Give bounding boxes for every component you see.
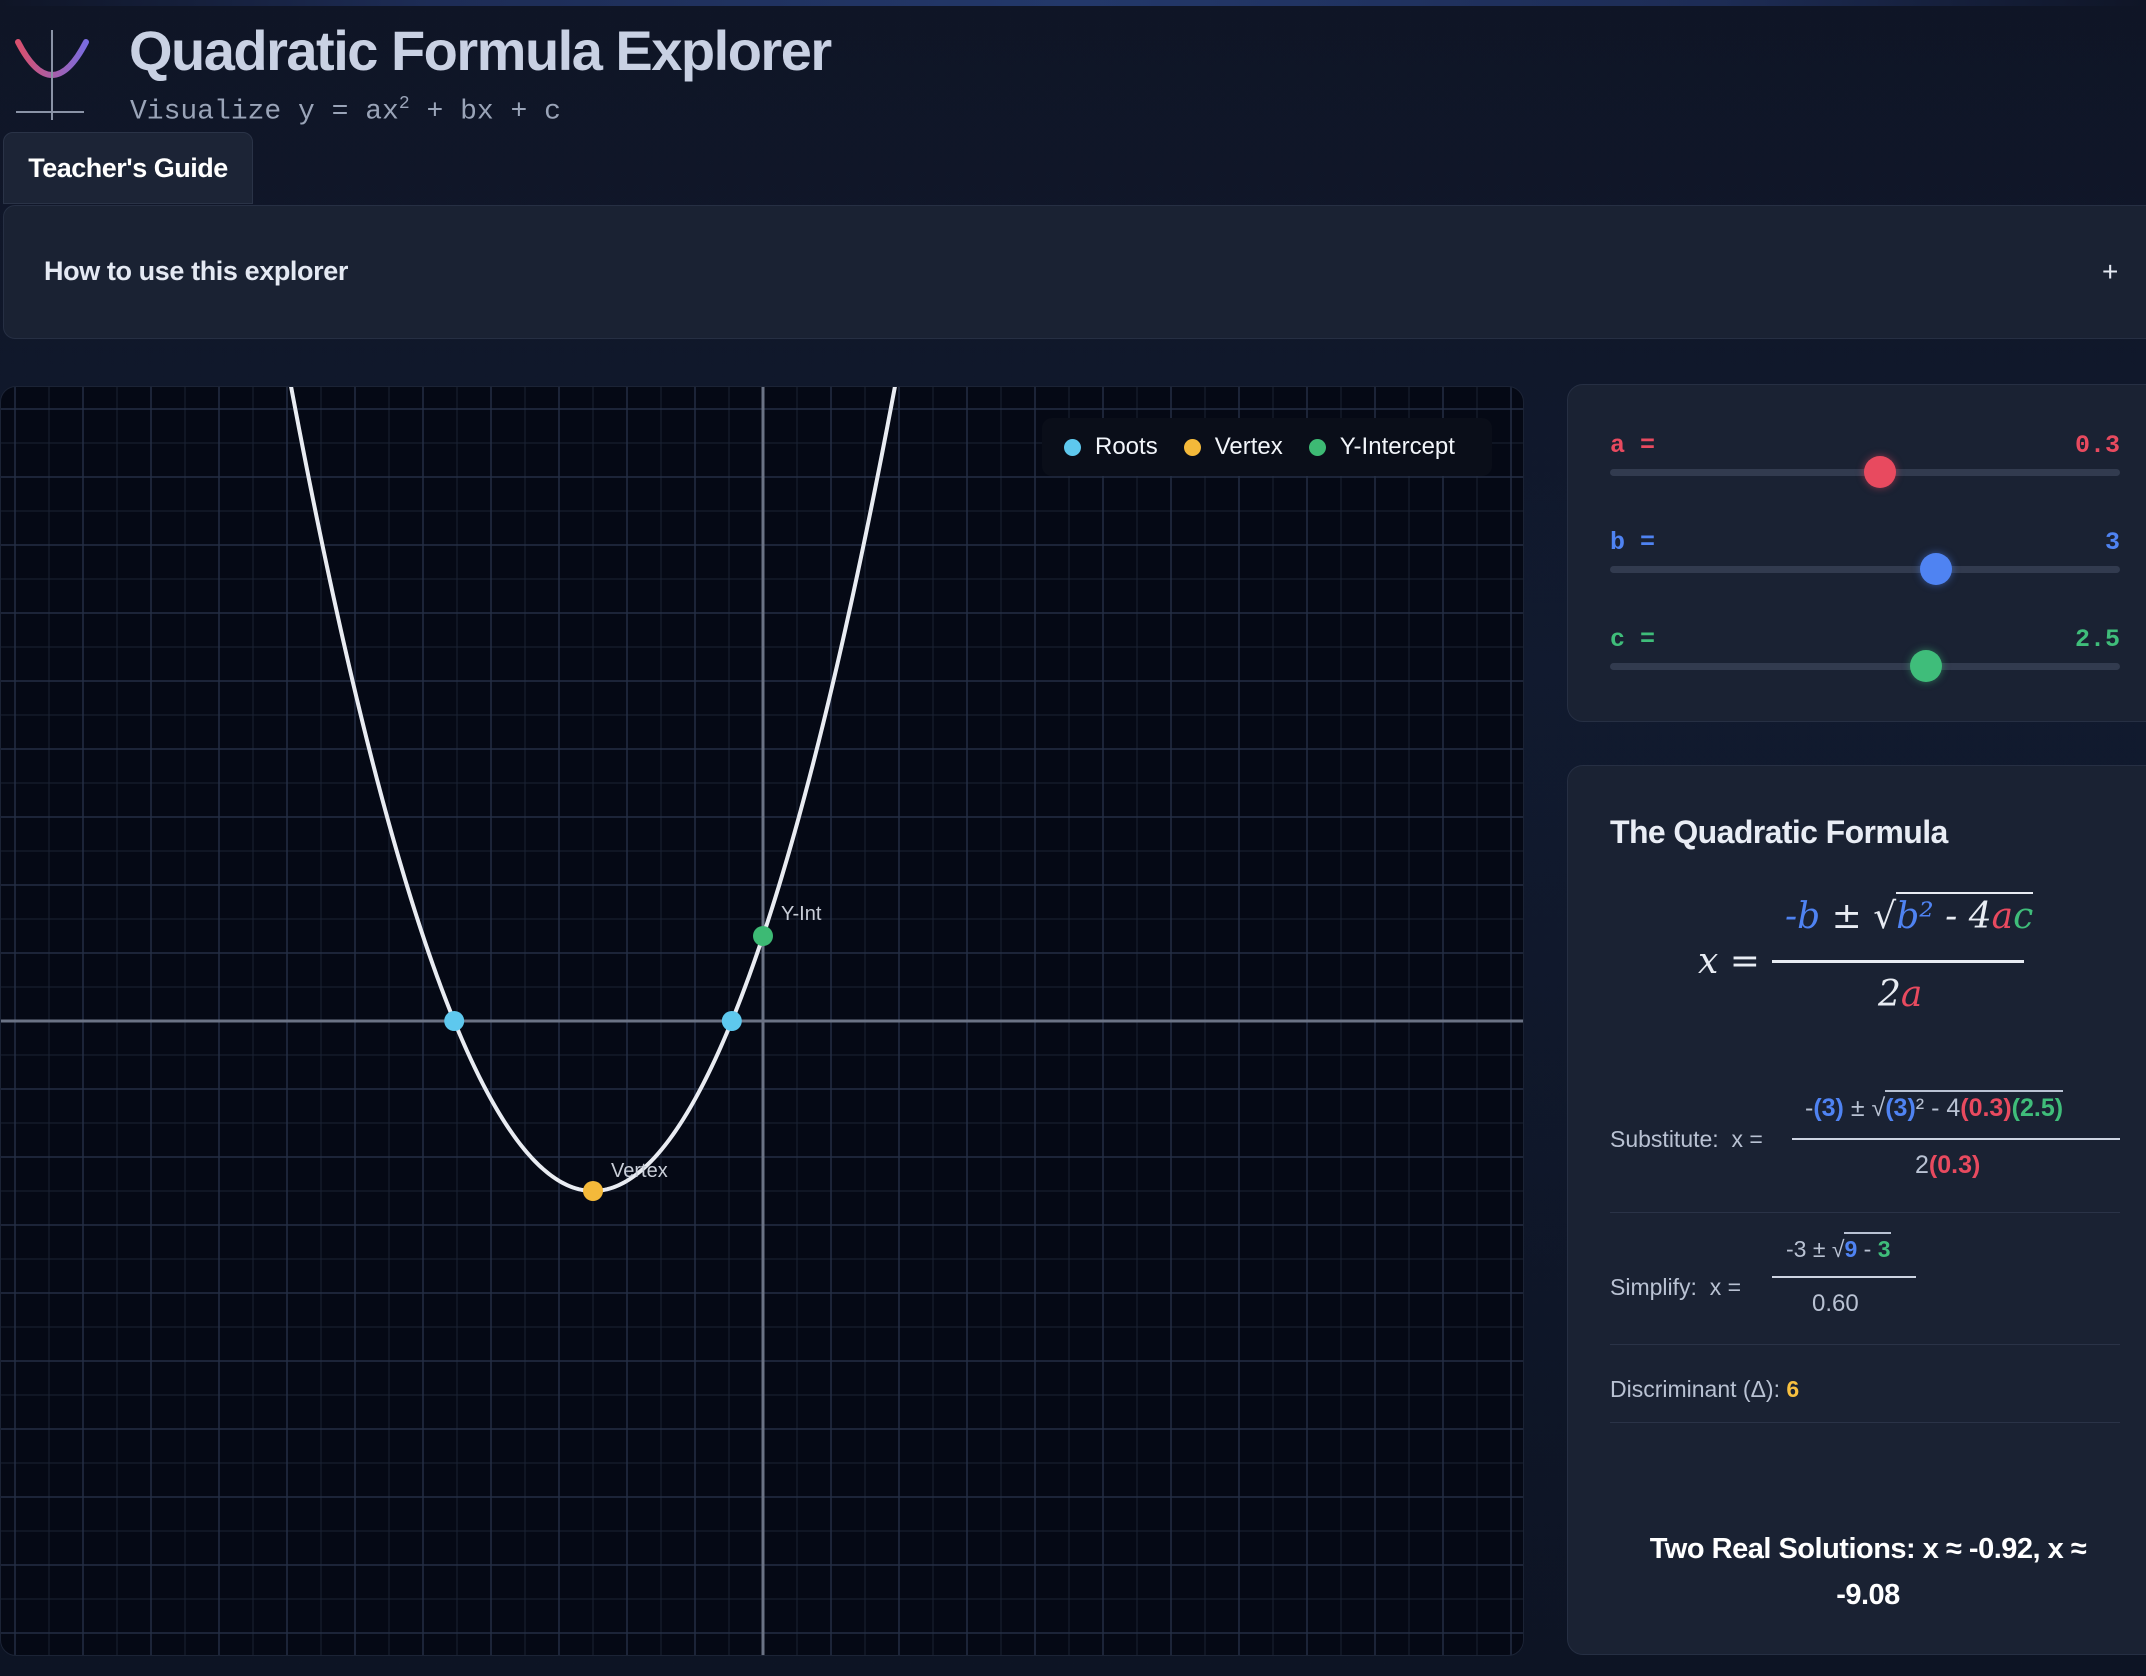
sub-den-two: 2: [1915, 1151, 1929, 1179]
slider-a-thumb[interactable]: [1864, 456, 1897, 488]
roots-dot-icon: [1064, 438, 1081, 456]
sub-den-a: (0.3): [1928, 1151, 1981, 1179]
discriminant-value: 6: [1786, 1376, 1800, 1402]
legend-item-roots: Roots: [1064, 433, 1158, 461]
teachers-guide-tab[interactable]: Teacher's Guide: [3, 132, 253, 204]
graph-canvas[interactable]: Vertex Y-Int: [0, 386, 1524, 1656]
root-point: [444, 1011, 465, 1031]
how-to-use-accordion[interactable]: How to use this explorer +: [3, 205, 2146, 339]
how-to-use-label: How to use this explorer: [44, 256, 348, 286]
formula-minus-four: - 4: [1933, 896, 1992, 937]
formula-denominator: 2a: [1878, 974, 1922, 1015]
discriminant-readout: Discriminant (Δ): 6: [1610, 1376, 1799, 1403]
formula-radicand: b² - 4ac: [1896, 892, 2034, 937]
slider-b-track[interactable]: [1610, 566, 2120, 573]
slider-a-value: 0.3: [2074, 431, 2120, 460]
simplify-step: Simplify: x = -3 ± √9 - 3 0.60: [1610, 1226, 2120, 1346]
simplify-numerator: -3 ± √9 - 3: [1786, 1232, 1891, 1263]
subtitle-prefix: Visualize y = ax: [130, 96, 399, 128]
graph-legend: Roots Vertex Y-Intercept: [1042, 418, 1492, 476]
formula-numerator: -b ± √b² - 4ac: [1785, 892, 2034, 937]
sub-sq-minus4: ² - 4: [1915, 1094, 1961, 1122]
simplify-x-equals: x =: [1709, 1274, 1742, 1300]
formula-b-squared: b²: [1896, 896, 1934, 937]
coefficient-sliders-panel: a = 0.3 b = 3 c = 2.5: [1567, 384, 2146, 722]
formula-pm-sqrt: ± √: [1820, 896, 1897, 937]
simp-b2: 9: [1844, 1236, 1858, 1262]
formula-card-title: The Quadratic Formula: [1610, 814, 1948, 850]
page-subtitle: Visualize y = ax2 + bx + c: [130, 94, 561, 127]
slider-c-value: 2.5: [2074, 625, 2120, 654]
sub-pm: ± √: [1843, 1094, 1886, 1122]
formula-a: a: [1991, 896, 2014, 937]
simp-radicand: 9 - 3: [1844, 1232, 1891, 1262]
substitute-denominator: 2(0.3): [1915, 1151, 1980, 1180]
sub-neg: -: [1805, 1094, 1814, 1122]
slider-a-row: a = 0.3: [1610, 431, 2120, 501]
vertex-label: Vertex: [611, 1160, 668, 1182]
substitute-x-equals: x =: [1731, 1126, 1763, 1152]
simp-4ac: 3: [1877, 1236, 1891, 1262]
formula-c: c: [2013, 896, 2034, 937]
formula-fraction-bar: [1772, 960, 2024, 963]
legend-item-vertex: Vertex: [1183, 433, 1283, 461]
quadratic-formula-card: The Quadratic Formula x = -b ± √b² - 4ac…: [1567, 765, 2146, 1655]
subtitle-exponent: 2: [398, 94, 410, 114]
slider-b-value: 3: [2104, 528, 2120, 557]
parabola-plot: Vertex Y-Int: [1, 387, 1523, 1655]
slider-b-label: b =: [1610, 528, 1656, 557]
page-title: Quadratic Formula Explorer: [129, 19, 832, 82]
expand-plus-icon[interactable]: +: [2102, 256, 2119, 287]
sub-b2: (3): [1885, 1094, 1916, 1122]
solution-result: Two Real Solutions: x ≈ -0.92, x ≈ -9.08: [1649, 1533, 2087, 1611]
y-intercept-point: [753, 926, 773, 946]
simp-prefix: -3 ± √: [1786, 1236, 1845, 1262]
simplify-denominator: 0.60: [1812, 1290, 1859, 1317]
substitute-step: Substitute: x = -(3) ± √(3)² - 4(0.3)(2.…: [1610, 1082, 2120, 1192]
root-point: [721, 1011, 742, 1031]
formula-neg: -: [1785, 896, 1798, 937]
vertex-dot-icon: [1183, 438, 1201, 456]
simplify-fraction-bar: [1772, 1276, 1916, 1278]
slider-a-label: a =: [1610, 431, 1656, 460]
slider-c-label: c =: [1610, 625, 1656, 654]
divider-2: [1610, 1344, 2120, 1345]
substitute-numerator: -(3) ± √(3)² - 4(0.3)(2.5): [1805, 1090, 2064, 1123]
slider-c-track[interactable]: [1610, 663, 2120, 670]
sub-c: (2.5): [2011, 1094, 2064, 1122]
formula-x-equals: x =: [1698, 941, 1760, 982]
slider-c-row: c = 2.5: [1610, 625, 2120, 695]
top-accent-glow: [0, 0, 2146, 6]
discriminant-label: Discriminant (Δ):: [1610, 1376, 1787, 1402]
simp-minus: -: [1857, 1236, 1878, 1262]
formula-den-two: 2: [1878, 974, 1901, 1015]
formula-den-a: a: [1900, 974, 1923, 1015]
slider-c-thumb[interactable]: [1910, 650, 1943, 682]
divider-3: [1610, 1422, 2120, 1423]
substitute-label-text: Substitute:: [1610, 1126, 1719, 1152]
subtitle-suffix: + bx + c: [409, 96, 561, 128]
simplify-label: Simplify: x =: [1610, 1274, 1741, 1301]
slider-b-thumb[interactable]: [1920, 553, 1953, 585]
sub-radicand: (3)² - 4(0.3)(2.5): [1885, 1090, 2064, 1122]
general-formula: x = -b ± √b² - 4ac 2a: [1568, 892, 2146, 1036]
y-intercept-dot-icon: [1308, 438, 1326, 456]
y-intercept-label: Y-Int: [781, 903, 822, 925]
parabola-logo-icon: [15, 30, 89, 120]
sub-a: (0.3): [1960, 1094, 2012, 1122]
simplify-label-text: Simplify:: [1610, 1274, 1697, 1300]
app-header: Quadratic Formula Explorer Visualize y =…: [14, 18, 914, 128]
slider-b-row: b = 3: [1610, 528, 2120, 598]
substitute-fraction-bar: [1792, 1138, 2120, 1140]
sub-b: (3): [1813, 1094, 1844, 1122]
legend-vertex-label: Vertex: [1214, 433, 1283, 460]
divider-1: [1610, 1212, 2120, 1213]
vertex-point: [583, 1181, 603, 1201]
legend-roots-label: Roots: [1095, 433, 1158, 460]
formula-b: b: [1797, 896, 1821, 937]
legend-y-intercept-label: Y-Intercept: [1339, 433, 1455, 460]
substitute-label: Substitute: x =: [1610, 1126, 1763, 1153]
legend-item-y-intercept: Y-Intercept: [1308, 433, 1455, 461]
